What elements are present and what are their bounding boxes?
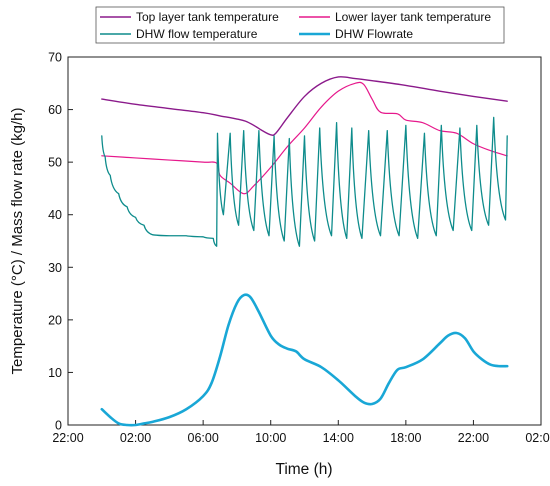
legend-label-dhw-flowrate: DHW Flowrate [335, 27, 413, 41]
x-tick-label: 22:00 [52, 431, 83, 445]
x-axis-label: Time (h) [275, 461, 332, 478]
plot-frame [67, 56, 542, 426]
legend-box [95, 6, 505, 44]
y-axis-label: Temperature (°C) / Mass flow rate (kg/h) [9, 108, 26, 375]
x-axis: 22:00 02:00 06:00 10:00 14:00 18:00 22:00 02:00 [52, 420, 550, 445]
legend-label-lower-layer: Lower layer tank temperature [335, 10, 491, 24]
x-tick-label: 06:00 [188, 431, 219, 445]
series-line-top-layer-temperature [101, 76, 508, 136]
y-tick-label: 60 [48, 103, 62, 117]
y-tick-label: 20 [48, 313, 62, 327]
x-tick-label: 22:00 [458, 431, 489, 445]
y-tick-label: 70 [48, 51, 62, 65]
legend-label-dhw-flow-temperature: DHW flow temperature [136, 27, 258, 41]
series-line-dhw-flowrate [100, 293, 509, 427]
x-tick-label: 02:00 [120, 431, 151, 445]
x-tick-label: 10:00 [255, 431, 286, 445]
series-line-dhw-flow-temperature [101, 116, 508, 247]
y-axis: 0 10 20 30 40 50 60 70 [48, 51, 73, 433]
x-tick-label: 14:00 [323, 431, 354, 445]
x-tick-label: 02:00 [525, 431, 550, 445]
series-layer [100, 76, 509, 427]
y-tick-label: 10 [48, 366, 62, 380]
x-tick-label: 18:00 [390, 431, 421, 445]
y-tick-label: 40 [48, 208, 62, 222]
legend-label-top-layer: Top layer tank temperature [136, 10, 279, 24]
legend: Top layer tank temperature Lower layer t… [95, 6, 505, 44]
y-tick-label: 50 [48, 156, 62, 170]
y-tick-label: 30 [48, 261, 62, 275]
y-tick-label: 0 [55, 419, 62, 433]
